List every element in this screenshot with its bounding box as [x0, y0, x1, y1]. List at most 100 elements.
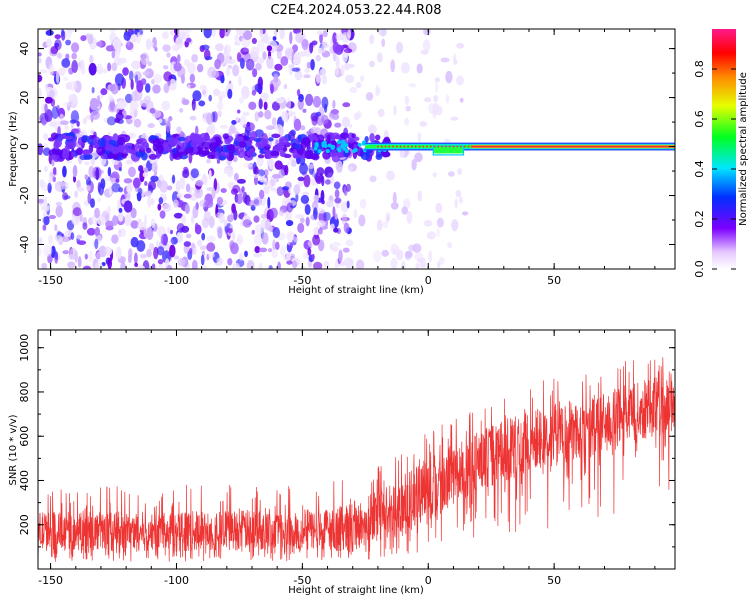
heatmap-cell: [381, 38, 386, 48]
heatmap-cell: [257, 143, 265, 149]
heatmap-cell: [282, 186, 290, 191]
heatmap-cell: [331, 113, 340, 121]
heatmap-cell: [274, 29, 278, 37]
heatmap-cell: [435, 202, 443, 214]
heatmap-cell: [147, 123, 155, 129]
heatmap-cell: [246, 121, 251, 127]
heatmap-cell: [142, 71, 150, 76]
snr-x-tick-label: -100: [164, 574, 189, 587]
heatmap-cell: [206, 242, 216, 252]
heatmap-cell: [199, 245, 208, 251]
snr-x-tick-label: -150: [38, 574, 63, 587]
heatmap-cell: [111, 62, 118, 72]
heatmap-cell: [207, 154, 216, 160]
heatmap-cell: [236, 52, 242, 63]
heatmap-cell: [66, 141, 76, 148]
heatmap-line-dot: [429, 145, 432, 148]
colorbar-tick-label: 0.4: [693, 160, 706, 178]
heatmap-cell: [59, 113, 64, 121]
heatmap-cell: [202, 265, 207, 269]
heatmap-cell: [261, 232, 269, 245]
heatmap-cell: [293, 236, 299, 243]
heatmap-cell: [254, 111, 259, 122]
heatmap-cell: [159, 210, 166, 219]
heatmap-cell: [206, 158, 211, 164]
heatmap-cell: [80, 35, 87, 42]
heatmap-cell: [69, 248, 78, 260]
heatmap-cell: [326, 134, 331, 141]
heatmap-cell: [252, 68, 258, 78]
heatmap-cell: [40, 205, 49, 212]
heatmap-cell: [300, 217, 305, 224]
heatmap-cell: [194, 136, 204, 144]
heatmap-cell: [116, 99, 126, 110]
heatmap-cell: [264, 218, 271, 231]
heatmap-line-dot: [452, 145, 455, 148]
heatmap-cell: [313, 146, 318, 151]
heatmap-cell: [94, 238, 99, 250]
heatmap-cell: [233, 41, 241, 46]
heatmap-cell: [88, 165, 95, 178]
heatmap-cell: [81, 135, 90, 143]
heatmap-cell: [296, 88, 301, 97]
heatmap-cell: [336, 56, 341, 70]
heatmap-cell: [156, 246, 165, 256]
heatmap-cell: [139, 169, 145, 183]
heatmap-cell: [82, 222, 88, 230]
heatmap-cell: [416, 63, 423, 74]
heatmap-cell: [104, 136, 114, 141]
heatmap-cell: [54, 235, 63, 243]
heatmap-cell: [151, 263, 156, 269]
heatmap-cell: [327, 143, 332, 148]
heatmap-cell: [309, 133, 316, 140]
heatmap-cell: [213, 88, 220, 96]
heatmap-cell: [76, 186, 85, 192]
heatmap-cell: [173, 255, 180, 260]
heatmap-line-core-edge: [471, 144, 675, 146]
heatmap-cell: [251, 229, 255, 235]
heatmap-cell: [390, 59, 396, 73]
heatmap-cell: [278, 209, 285, 217]
heatmap-cell: [82, 117, 88, 125]
heatmap-cell: [433, 94, 438, 103]
heatmap-cell: [227, 88, 233, 99]
heatmap-cell: [195, 202, 199, 210]
heatmap-cell: [71, 52, 77, 60]
heatmap-cell: [375, 87, 381, 94]
heatmap-cell: [344, 149, 349, 154]
snr-y-tick-label: 1000: [18, 334, 31, 362]
heatmap-cell: [290, 160, 297, 168]
heatmap-cell: [291, 67, 300, 72]
heatmap-cell: [262, 51, 267, 60]
heatmap-cell: [206, 187, 214, 192]
heatmap-cell: [405, 105, 412, 112]
heatmap-cell: [117, 57, 123, 66]
heatmap-cell: [222, 133, 229, 140]
heatmap-cell: [45, 29, 54, 36]
heatmap-cell: [107, 62, 112, 72]
heatmap-cell: [84, 174, 89, 180]
heatmap-cell: [183, 59, 191, 67]
heatmap-cell: [445, 93, 450, 104]
spectrogram-x-tick-label: -150: [38, 274, 63, 287]
snr-x-tick-label: 50: [547, 574, 561, 587]
heatmap-cell: [54, 181, 64, 192]
heatmap-cell: [208, 169, 212, 180]
heatmap-cell: [253, 166, 259, 175]
spectrogram-panel: -150 -100 -50 0 50 -40 -20 0 20 40 Height of str…: [8, 28, 676, 296]
heatmap-cell: [286, 231, 295, 242]
heatmap-cell: [230, 242, 239, 255]
colorbar: 0.0 0.2 0.4 0.6 0.8 Normalized spectral ampl…: [693, 29, 749, 278]
heatmap-cell: [191, 259, 198, 269]
heatmap-cell: [283, 83, 288, 90]
heatmap-cell: [223, 219, 228, 227]
heatmap-cell: [329, 243, 334, 250]
heatmap-cell: [110, 83, 119, 95]
heatmap-cell: [107, 257, 113, 269]
heatmap-cell: [267, 248, 273, 253]
heatmap-cell: [271, 133, 281, 139]
heatmap-cell: [322, 30, 328, 38]
heatmap-cell: [168, 137, 177, 148]
heatmap-cell: [122, 153, 127, 159]
heatmap-cell: [315, 111, 322, 117]
